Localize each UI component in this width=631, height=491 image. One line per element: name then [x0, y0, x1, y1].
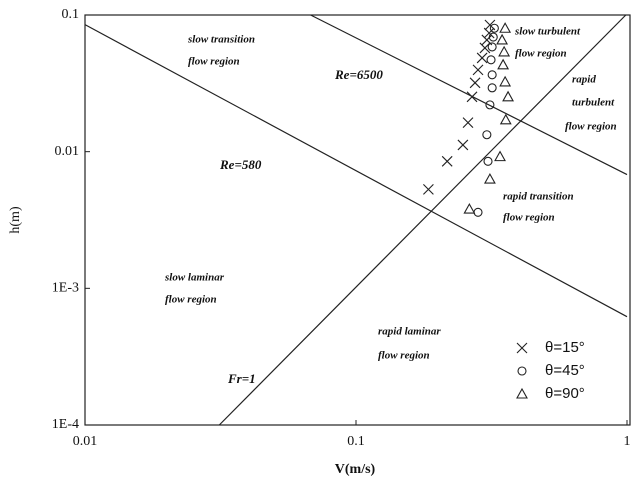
region-label: flow region	[378, 350, 430, 362]
region-label: flow region	[165, 294, 217, 306]
point	[499, 22, 512, 33]
point	[473, 207, 483, 217]
point	[466, 91, 478, 103]
point	[476, 52, 488, 64]
region-label: rapid transition	[503, 191, 574, 203]
point	[494, 150, 506, 162]
x-tick-label: 0.1	[347, 434, 365, 449]
y-tick-label: 0.1	[62, 7, 80, 22]
legend-label: θ=15°	[545, 339, 585, 356]
x-tick-label: 0.01	[73, 434, 98, 449]
y-tick-label: 1E-4	[52, 417, 79, 432]
region-label: flow region	[515, 48, 567, 60]
region-label: slow turbulent	[514, 26, 581, 38]
point	[498, 45, 511, 57]
y-tick-label: 1E-3	[52, 281, 79, 296]
point	[483, 156, 493, 166]
point	[516, 387, 528, 399]
region-label: slow transition	[187, 34, 255, 46]
point	[487, 42, 497, 52]
point	[502, 90, 514, 102]
point	[499, 75, 512, 87]
point	[485, 100, 495, 110]
x-tick-label: 1	[624, 434, 631, 449]
point	[469, 77, 481, 89]
x-axis-label: V(m/s)	[335, 462, 376, 477]
reference-line	[218, 14, 627, 426]
point	[423, 183, 434, 195]
region-label: slow laminar	[164, 272, 225, 284]
region-label: flow region	[188, 56, 240, 68]
line-label: Re=6500	[334, 67, 383, 82]
point	[441, 155, 453, 167]
point	[472, 64, 484, 76]
line-label: Re=580	[219, 157, 262, 172]
region-label: turbulent	[572, 97, 615, 109]
region-label: rapid laminar	[378, 326, 441, 338]
point	[457, 139, 469, 151]
point	[463, 202, 476, 214]
point	[484, 19, 496, 31]
legend-label: θ=45°	[545, 362, 585, 379]
y-axis-label: h(m)	[8, 206, 23, 234]
legend-label: θ=90°	[545, 385, 585, 402]
point	[487, 70, 497, 80]
region-label: rapid	[572, 74, 596, 86]
point	[462, 117, 474, 129]
point	[482, 130, 492, 140]
plot-frame	[84, 14, 631, 426]
region-label: flow region	[565, 121, 617, 133]
point	[516, 342, 528, 354]
point	[517, 366, 527, 376]
point	[496, 33, 509, 45]
region-label: flow region	[503, 212, 555, 224]
point	[488, 32, 498, 42]
y-tick-label: 0.01	[55, 144, 80, 159]
point	[497, 58, 510, 70]
point	[486, 55, 496, 65]
point	[499, 113, 512, 125]
point	[483, 172, 496, 184]
line-label: Fr=1	[227, 371, 256, 386]
reference-line	[84, 24, 628, 318]
reference-line	[310, 14, 628, 176]
point	[487, 83, 497, 93]
point	[489, 23, 499, 33]
